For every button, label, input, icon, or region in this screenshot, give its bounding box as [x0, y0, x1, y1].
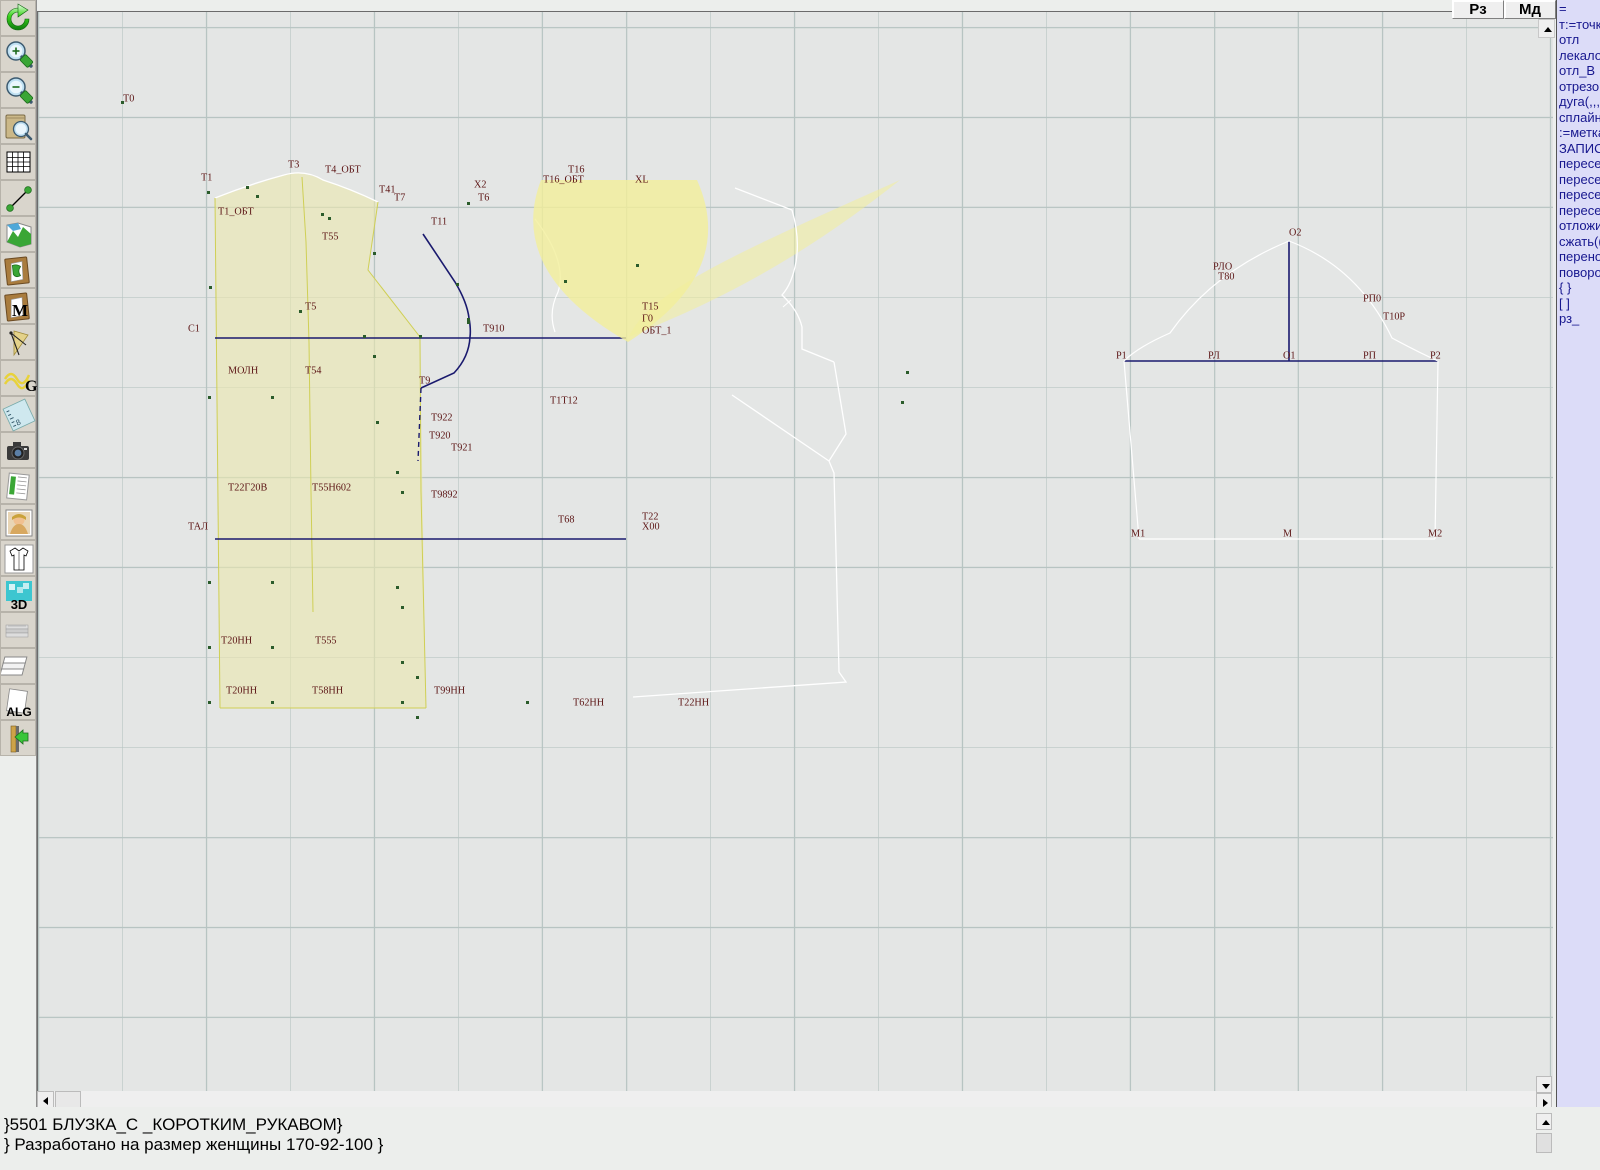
svg-text:3D: 3D [11, 597, 28, 612]
svg-text:ALG: ALG [6, 705, 31, 719]
svg-text:G: G [25, 378, 37, 395]
svg-text:M: M [12, 301, 28, 320]
